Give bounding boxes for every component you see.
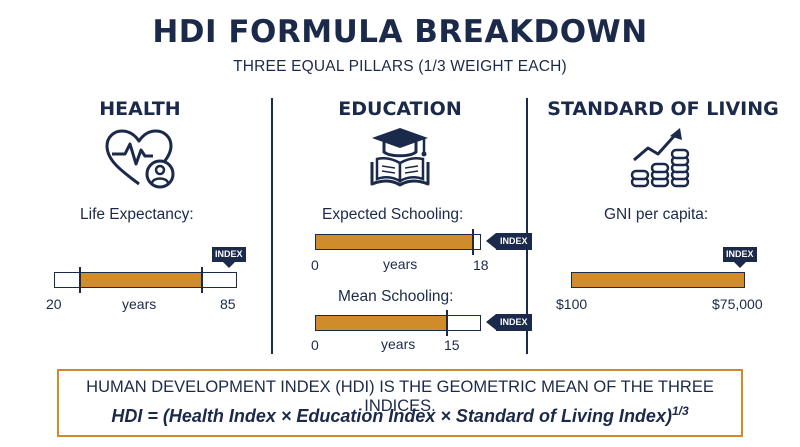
column-divider-left	[271, 98, 273, 354]
axis-max-label: $75,000	[712, 296, 763, 312]
formula-box: HUMAN DEVELOPMENT INDEX (HDI) IS THE GEO…	[57, 369, 743, 437]
pillar-title-health: HEALTH	[99, 98, 181, 120]
formula-description: HUMAN DEVELOPMENT INDEX (HDI) IS THE GEO…	[86, 378, 714, 415]
pillar-title-education: EDUCATION	[338, 98, 462, 120]
bar-edge-start	[79, 267, 82, 293]
growth-chart-coins-icon	[628, 126, 694, 195]
bar-fill	[316, 235, 474, 249]
life-expectancy-bar	[54, 267, 237, 293]
pillar-title-standard-of-living: STANDARD OF LIVING	[547, 98, 779, 120]
formula-equation-text: HDI = (Health Index × Education Index × …	[111, 406, 672, 426]
axis-max-label: 15	[444, 337, 460, 353]
axis-max-label: 85	[220, 296, 236, 312]
axis-min-label: 0	[311, 337, 319, 353]
index-flag: INDEX	[723, 247, 757, 268]
index-flag: INDEX	[212, 247, 246, 268]
axis-unit-label: years	[122, 296, 157, 312]
indicator-label-gni-per-capita: GNI per capita:	[604, 206, 709, 223]
axis-unit-label: years	[383, 256, 418, 272]
axis-max-label: 18	[473, 257, 489, 273]
graduation-cap-book-icon	[366, 124, 434, 195]
page-title: HDI FORMULA BREAKDOWN	[152, 14, 648, 50]
indicator-label-expected-schooling: Expected Schooling:	[322, 206, 464, 223]
indicator-label-life-expectancy: Life Expectancy:	[80, 206, 194, 223]
indicator-label-mean-schooling: Mean Schooling:	[338, 288, 454, 305]
column-divider-right	[526, 98, 528, 354]
axis-min-label: 20	[46, 296, 62, 312]
heart-pulse-person-icon	[103, 128, 175, 195]
axis-unit-label: years	[381, 336, 416, 352]
bar-fill	[572, 273, 744, 287]
gni-per-capita-bar	[571, 272, 745, 288]
bar-fill	[80, 273, 202, 287]
page-subtitle: THREE EQUAL PILLARS (1/3 WEIGHT EACH)	[233, 58, 567, 75]
bar-edge-end	[200, 267, 203, 293]
formula-equation: HDI = (Health Index × Education Index × …	[59, 404, 741, 427]
formula-exponent: 1/3	[671, 404, 689, 418]
bar-fill	[316, 316, 448, 330]
axis-min-label: $100	[556, 296, 588, 312]
bar-edge-end	[472, 229, 475, 255]
bar-edge-end	[446, 310, 449, 336]
axis-min-label: 0	[311, 257, 319, 273]
expected-schooling-bar	[315, 229, 481, 255]
mean-schooling-bar	[315, 310, 481, 336]
